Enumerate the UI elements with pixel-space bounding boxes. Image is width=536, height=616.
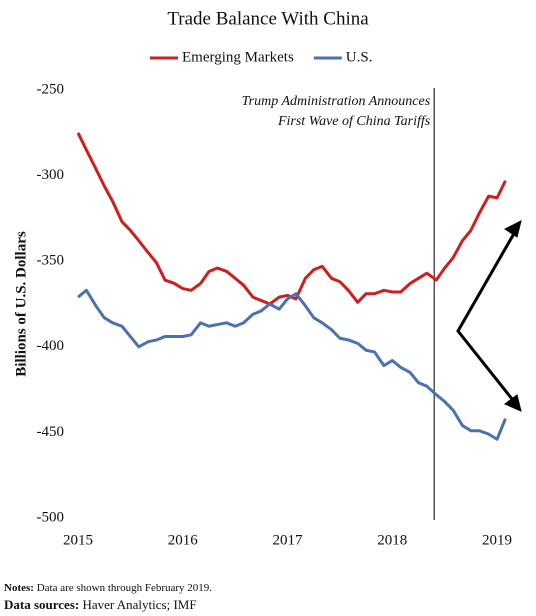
notes-text: Data are shown through February 2019.: [36, 582, 213, 594]
annotation-text: Trump Administration Announces: [242, 94, 431, 109]
notes-label: Notes:: [4, 582, 34, 594]
x-tick-label: 2019: [482, 532, 512, 548]
y-axis-label: Billions of U.S. Dollars: [13, 231, 29, 377]
y-tick-label: -500: [37, 509, 65, 525]
legend-label: Emerging Markets: [182, 49, 294, 65]
line-series: [76, 132, 507, 306]
y-tick-label: -400: [37, 338, 65, 354]
x-tick-label: 2016: [168, 532, 199, 548]
y-tick-label: -250: [37, 81, 65, 97]
chart-title: Trade Balance With China: [167, 8, 369, 29]
legend-label: U.S.: [346, 49, 373, 65]
sources-text: Haver Analytics; IMF: [82, 597, 197, 612]
y-tick-label: -350: [37, 253, 65, 269]
notes: Notes: Data are shown through February 2…: [4, 582, 212, 594]
y-tick-label: -450: [37, 424, 65, 440]
x-tick-label: 2015: [63, 532, 93, 548]
sources: Data sources: Haver Analytics; IMF: [4, 597, 197, 613]
annotation-text: First Wave of China Tariffs: [277, 114, 431, 129]
line-series: [77, 288, 507, 441]
y-tick-label: -300: [37, 167, 65, 183]
sources-label: Data sources:: [4, 597, 80, 612]
chart: Trade Balance With China Billions of U.S…: [13, 8, 522, 548]
arrows: [456, 220, 522, 412]
x-tick-label: 2018: [377, 532, 407, 548]
x-tick-label: 2017: [273, 532, 304, 548]
